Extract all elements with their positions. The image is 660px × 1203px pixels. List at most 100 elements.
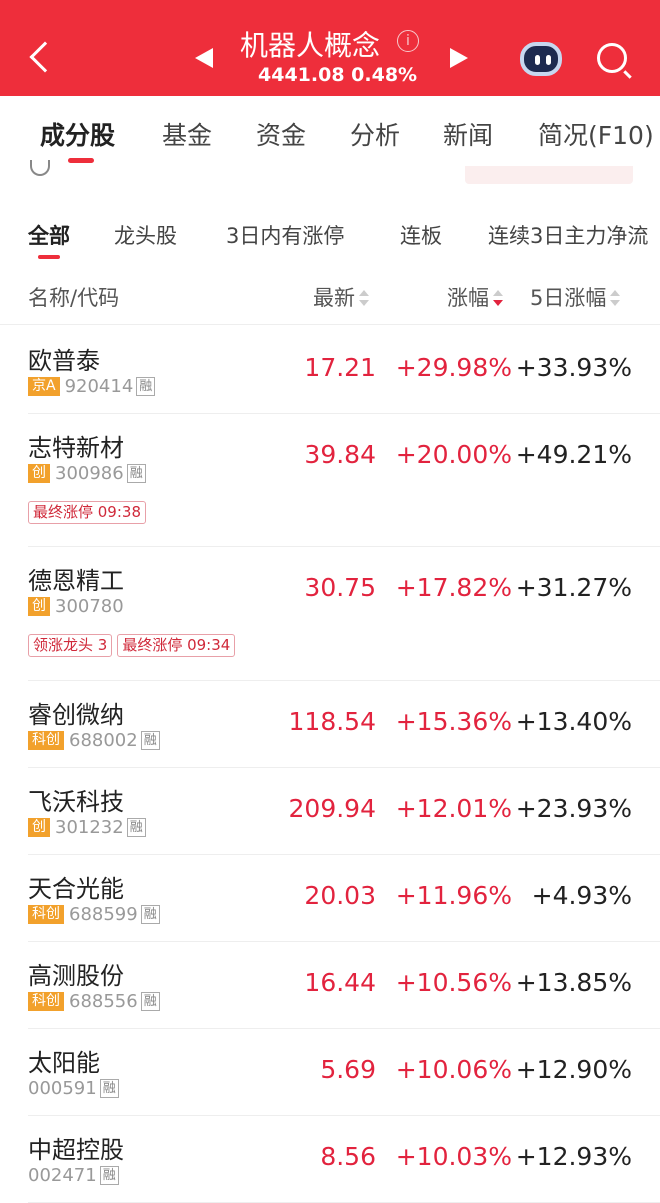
stock-row[interactable]: 太阳能 000591 融 5.69 +10.06% +12.90% bbox=[0, 1029, 660, 1116]
margin-badge: 融 bbox=[140, 904, 160, 924]
clock-icon bbox=[30, 160, 50, 176]
tab-capital[interactable]: 资金 bbox=[256, 121, 307, 150]
tab-profile[interactable]: 简况(F10) bbox=[538, 121, 654, 150]
filter-leaders[interactable]: 龙头股 bbox=[114, 224, 177, 248]
stock-row[interactable]: 中超控股 002471 融 8.56 +10.03% +12.93% bbox=[0, 1116, 660, 1203]
margin-badge: 融 bbox=[136, 376, 156, 396]
stock-price: 30.75 bbox=[304, 573, 376, 602]
stock-row[interactable]: 志特新材 创 300986 融 39.84 +20.00% +49.21% 最终涨停 … bbox=[0, 414, 660, 547]
search-icon[interactable] bbox=[597, 43, 627, 73]
sort-icon bbox=[610, 290, 621, 308]
margin-badge: 融 bbox=[99, 1078, 119, 1098]
index-quote: 4441.08 0.48% bbox=[258, 64, 417, 86]
stock-change: +12.01% bbox=[395, 794, 512, 823]
tab-funds[interactable]: 基金 bbox=[162, 121, 213, 150]
row-divider bbox=[28, 1028, 660, 1029]
tab-news[interactable]: 新闻 bbox=[443, 121, 494, 150]
margin-badge: 融 bbox=[140, 730, 160, 750]
stock-name: 欧普泰 bbox=[28, 347, 100, 375]
col-price[interactable]: 最新 bbox=[313, 282, 369, 312]
stock-row[interactable]: 睿创微纳 科创 688002 融 118.54 +15.36% +13.40% bbox=[0, 681, 660, 768]
stock-row[interactable]: 飞沃科技 创 301232 融 209.94 +12.01% +23.93% bbox=[0, 768, 660, 855]
stock-tag: 最终涨停 09:34 bbox=[117, 634, 236, 657]
page-title: 机器人概念 bbox=[240, 29, 381, 62]
stock-code: 000591 bbox=[28, 1077, 97, 1099]
tag-list: 最终涨停 09:38 bbox=[28, 501, 146, 524]
stock-meta: 科创 688599 融 bbox=[28, 903, 160, 925]
index-value: 4441.08 bbox=[258, 64, 345, 86]
board-badge: 创 bbox=[28, 463, 50, 483]
filter-all[interactable]: 全部 bbox=[28, 224, 70, 248]
row-divider bbox=[28, 854, 660, 855]
margin-badge: 融 bbox=[126, 817, 146, 837]
stock-name: 太阳能 bbox=[28, 1049, 100, 1077]
col-change[interactable]: 涨幅 bbox=[447, 282, 503, 312]
filter-consecutive[interactable]: 连板 bbox=[400, 224, 442, 248]
stock-change-5d: +33.93% bbox=[515, 353, 632, 382]
filter-limit-up-3d[interactable]: 3日内有涨停 bbox=[226, 224, 345, 248]
stock-name: 中超控股 bbox=[28, 1136, 124, 1164]
stock-price: 16.44 bbox=[304, 968, 376, 997]
stock-meta: 创 300780 bbox=[28, 596, 124, 617]
row-divider bbox=[28, 680, 660, 681]
board-badge: 创 bbox=[28, 817, 50, 837]
filter-tabs: 全部 龙头股 3日内有涨停 连板 连续3日主力净流 bbox=[0, 220, 660, 250]
stock-price: 118.54 bbox=[288, 707, 376, 736]
col-change5d[interactable]: 5日涨幅 bbox=[530, 282, 621, 312]
stock-change: +20.00% bbox=[395, 440, 512, 469]
stock-meta: 创 300986 融 bbox=[28, 463, 146, 484]
divider bbox=[0, 324, 660, 325]
stock-change-5d: +49.21% bbox=[515, 440, 632, 469]
stock-change-5d: +12.93% bbox=[515, 1142, 632, 1171]
col-change-label: 涨幅 bbox=[447, 286, 489, 310]
stock-code: 688599 bbox=[69, 903, 138, 925]
tab-constituents[interactable]: 成分股 bbox=[40, 121, 116, 150]
stock-row[interactable]: 德恩精工 创 300780 30.75 +17.82% +31.27% 领涨龙头 3… bbox=[0, 547, 660, 681]
stock-change: +10.56% bbox=[395, 968, 512, 997]
batch-add-button[interactable] bbox=[465, 166, 633, 184]
main-tabs: 成分股 基金 资金 分析 新闻 简况(F10) bbox=[0, 116, 660, 156]
stock-meta: 000591 融 bbox=[28, 1077, 119, 1099]
stock-meta: 科创 688556 融 bbox=[28, 990, 160, 1012]
sort-desc-icon bbox=[493, 290, 503, 308]
stock-change-5d: +31.27% bbox=[515, 573, 632, 602]
stock-change: +17.82% bbox=[395, 573, 512, 602]
row-divider bbox=[28, 413, 660, 414]
back-icon[interactable] bbox=[29, 41, 61, 73]
stock-code: 688556 bbox=[69, 990, 138, 1012]
stock-name: 飞沃科技 bbox=[28, 788, 124, 816]
tab-analysis[interactable]: 分析 bbox=[350, 121, 401, 150]
stock-row[interactable]: 高测股份 科创 688556 融 16.44 +10.56% +13.85% bbox=[0, 942, 660, 1029]
tag-list: 领涨龙头 3 最终涨停 09:34 bbox=[28, 634, 236, 657]
stock-row[interactable]: 天合光能 科创 688599 融 20.03 +11.96% +4.93% bbox=[0, 855, 660, 942]
header: 机器人概念 i 4441.08 0.48% bbox=[0, 0, 660, 96]
stock-change-5d: +12.90% bbox=[515, 1055, 632, 1084]
next-arrow-icon[interactable] bbox=[450, 48, 468, 68]
stock-meta: 创 301232 融 bbox=[28, 816, 146, 838]
stock-price: 20.03 bbox=[304, 881, 376, 910]
info-icon[interactable]: i bbox=[397, 30, 419, 52]
margin-badge: 融 bbox=[99, 1165, 119, 1185]
stock-code: 688002 bbox=[69, 729, 138, 751]
row-divider bbox=[28, 941, 660, 942]
robot-assistant-icon[interactable] bbox=[520, 42, 562, 76]
board-badge: 创 bbox=[28, 596, 50, 616]
sort-icon bbox=[359, 290, 369, 308]
filter-net-inflow[interactable]: 连续3日主力净流 bbox=[488, 224, 649, 248]
stock-price: 17.21 bbox=[304, 353, 376, 382]
stock-change: +11.96% bbox=[395, 881, 512, 910]
stock-code: 301232 bbox=[55, 816, 124, 838]
stock-change-5d: +13.85% bbox=[515, 968, 632, 997]
col-name: 名称/代码 bbox=[28, 286, 120, 310]
stock-price: 39.84 bbox=[304, 440, 376, 469]
row-divider bbox=[28, 767, 660, 768]
stock-meta: 京A 920414 融 bbox=[28, 376, 156, 397]
stock-name: 德恩精工 bbox=[28, 567, 124, 595]
prev-arrow-icon[interactable] bbox=[195, 48, 213, 68]
stock-change: +29.98% bbox=[395, 353, 512, 382]
col-change5d-label: 5日涨幅 bbox=[530, 286, 607, 310]
stock-change-5d: +13.40% bbox=[515, 707, 632, 736]
stock-row[interactable]: 欧普泰 京A 920414 融 17.21 +29.98% +33.93% bbox=[0, 327, 660, 414]
stock-price: 5.69 bbox=[320, 1055, 376, 1084]
index-change: 0.48% bbox=[351, 64, 418, 86]
